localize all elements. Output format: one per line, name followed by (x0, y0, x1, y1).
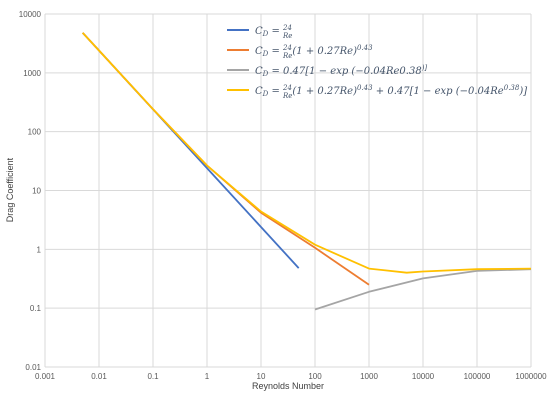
legend-token: = (268, 86, 283, 97)
legend-token: C (255, 46, 263, 57)
legend-token: )] (421, 64, 428, 72)
legend-token: 0.43 (357, 44, 373, 52)
legend-token: 24 (282, 24, 292, 32)
x-tick-label: 10000 (412, 372, 435, 381)
legend-token: )] (518, 86, 527, 97)
y-tick-label: 10000 (19, 10, 42, 19)
legend-token: 24 (282, 84, 292, 92)
y-tick-label: 0.1 (30, 304, 42, 313)
legend-token: = (268, 26, 283, 37)
legend-token: C (255, 86, 263, 97)
y-tick-label: 0.01 (25, 363, 41, 372)
legend-token: = (268, 46, 283, 57)
legend-token: D (262, 90, 269, 98)
legend-entry-4: CD = 24 Re(1 + 0.27Re)0.43 + 0.47[1 − exp… (255, 84, 527, 100)
x-tick-label: 1 (205, 372, 210, 381)
y-tick-label: 1 (37, 245, 42, 254)
legend-token: 0.43 (357, 84, 373, 92)
y-axis-title: Drag Coefficient (5, 157, 15, 222)
y-tick-labels: 0.01 0.1 1 10 100 1000 10000 (19, 10, 42, 372)
x-tick-labels: 0.001 0.01 0.1 1 10 100 1000 10000 100000 1000000 (35, 372, 547, 381)
legend-entry-2: CD = 24 Re(1 + 0.27Re)0.43 (255, 44, 373, 60)
legend-token: Re (282, 92, 292, 100)
x-tick-label: 10 (257, 372, 266, 381)
legend-token: C (255, 66, 263, 77)
series-line-4 (82, 32, 532, 274)
legend-token: 24 (282, 44, 292, 52)
x-tick-label: 100 (308, 372, 322, 381)
series-line-3 (314, 268, 532, 311)
x-tick-label: 0.001 (35, 372, 56, 381)
legend-token: C (255, 26, 263, 37)
x-axis-title: Reynolds Number (252, 381, 324, 391)
y-tick-label: 1000 (23, 69, 41, 78)
legend-token: = 0.47[1 − exp (−0.04Re (268, 66, 399, 77)
x-tick-label: 0.01 (91, 372, 107, 381)
grid (44, 13, 532, 368)
legend-token: D (262, 30, 269, 38)
legend-token: 0.38 (504, 84, 520, 92)
x-tick-label: 1000 (360, 372, 378, 381)
x-tick-label: 0.1 (147, 372, 159, 381)
legend-token: Re (282, 32, 292, 40)
legend-token: D (262, 50, 269, 58)
x-tick-label: 1000000 (515, 372, 547, 381)
legend-token: (1 + 0.27Re) (292, 86, 357, 97)
legend-token: D (262, 70, 269, 78)
legend-entry-1: CD = 24 Re (255, 24, 292, 40)
y-tick-label: 100 (28, 128, 42, 137)
legend-token: Re (282, 52, 292, 60)
x-tick-label: 100000 (464, 372, 491, 381)
series-lines (82, 32, 532, 311)
legend-token: 0.38 (399, 66, 421, 77)
y-tick-label: 10 (32, 187, 41, 196)
legend-token: + 0.47[1 − exp (−0.04Re (373, 86, 504, 97)
legend-token: (1 + 0.27Re) (292, 46, 357, 57)
legend-entry-3: CD = 0.47[1 − exp (−0.04Re0.38)] (255, 64, 427, 78)
